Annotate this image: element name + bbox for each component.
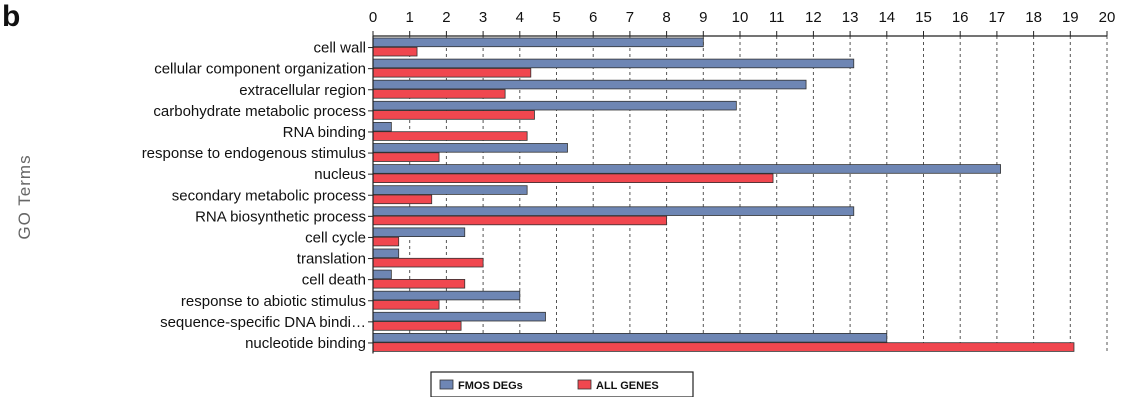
category-label-cell-cycle: cell cycle — [305, 229, 366, 246]
category-label-nucleus: nucleus — [314, 166, 366, 183]
x-tick-label-16: 16 — [952, 9, 969, 26]
category-label-cell-wall: cell wall — [313, 40, 366, 57]
category-label-translation: translation — [297, 251, 366, 268]
bar-all-genes-cell-death — [372, 278, 466, 289]
x-tick-label-7: 7 — [626, 9, 634, 26]
bars-layer — [372, 37, 1075, 352]
bar-fmos-degs-carbohydrate-metabolic-process — [372, 100, 737, 111]
bar-fmos-degs-response-to-abiotic-stimulus — [372, 290, 521, 301]
bar-fmos-degs-cell-wall — [372, 37, 704, 48]
bar-fmos-degs-nucleus — [372, 164, 1001, 174]
category-label-response-to-endogenous-stimulus: response to endogenous stimulus — [142, 145, 366, 162]
category-label-carbohydrate-metabolic-process: carbohydrate metabolic process — [153, 103, 366, 120]
bar-all-genes-carbohydrate-metabolic-process — [372, 110, 535, 120]
category-label-secondary-metabolic-process: secondary metabolic process — [172, 187, 366, 204]
x-tick-label-9: 9 — [699, 9, 707, 26]
y-axis-label: GO Terms — [15, 154, 34, 239]
legend: FMOS DEGs ALL GENES — [430, 371, 694, 398]
x-tick-label-15: 15 — [915, 9, 932, 26]
bar-all-genes-cell-wall — [372, 46, 418, 57]
x-tick-label-1: 1 — [406, 9, 414, 26]
x-tick-label-17: 17 — [989, 9, 1006, 26]
category-label-rna-biosynthetic-process: RNA biosynthetic process — [195, 208, 366, 225]
bar-fmos-degs-nucleotide-binding — [372, 332, 888, 343]
bar-fmos-degs-translation — [372, 248, 400, 259]
bar-all-genes-secondary-metabolic-process — [372, 194, 433, 205]
bar-fmos-degs-response-to-endogenous-stimulus — [372, 143, 568, 153]
bar-all-genes-extracellular-region — [372, 89, 506, 99]
x-tick-label-13: 13 — [842, 9, 859, 26]
bar-fmos-degs-rna-biosynthetic-process — [372, 206, 855, 216]
bar-fmos-degs-cell-death — [372, 269, 392, 280]
bar-fmos-degs-sequence-specific-dna-bindi — [372, 311, 546, 322]
legend-swatch-fmos-degs — [439, 379, 454, 390]
bar-fmos-degs-rna-binding — [372, 122, 392, 132]
labels-layer: cell wall cellular component organization… — [142, 40, 366, 352]
panel-label: b — [2, 0, 20, 33]
bar-all-genes-sequence-specific-dna-bindi — [372, 321, 462, 331]
legend-swatch-all-genes — [577, 379, 592, 390]
bar-all-genes-response-to-endogenous-stimulus — [372, 152, 440, 162]
bar-all-genes-cell-cycle — [372, 236, 400, 247]
bar-all-genes-cellular-component-organization — [372, 68, 532, 78]
x-tick-label-3: 3 — [479, 9, 487, 26]
category-label-nucleotide-binding: nucleotide binding — [245, 335, 366, 352]
bar-all-genes-nucleotide-binding — [372, 342, 1075, 352]
bar-all-genes-rna-biosynthetic-process — [372, 215, 668, 226]
x-tick-label-4: 4 — [516, 9, 524, 26]
category-label-cellular-component-organization: cellular component organization — [154, 61, 366, 78]
category-label-cell-death: cell death — [302, 272, 366, 289]
x-tick-label-20: 20 — [1099, 9, 1116, 26]
bar-all-genes-rna-binding — [372, 131, 528, 141]
bar-all-genes-translation — [372, 257, 484, 268]
bar-fmos-degs-cell-cycle — [372, 227, 466, 237]
x-tick-label-14: 14 — [878, 9, 895, 26]
x-tick-label-19: 19 — [1062, 9, 1079, 26]
category-label-extracellular-region: extracellular region — [239, 82, 366, 99]
x-tick-label-5: 5 — [552, 9, 560, 26]
legend-label-fmos-degs: FMOS DEGs — [458, 380, 523, 392]
bar-fmos-degs-cellular-component-organization — [372, 58, 855, 69]
category-label-response-to-abiotic-stimulus: response to abiotic stimulus — [181, 293, 366, 310]
axes-layer: 0 1 2 3 4 5 6 7 8 9 10 11 12 13 14 15 16 17 18 19 20 — [368, 9, 1115, 354]
legend-label-all-genes: ALL GENES — [596, 380, 659, 392]
x-tick-label-10: 10 — [732, 9, 749, 26]
legend-box — [430, 371, 694, 398]
x-tick-label-18: 18 — [1025, 9, 1042, 26]
bar-all-genes-nucleus — [372, 173, 774, 183]
bar-all-genes-response-to-abiotic-stimulus — [372, 300, 440, 310]
bar-fmos-degs-extracellular-region — [372, 79, 807, 90]
x-tick-label-11: 11 — [769, 9, 785, 26]
x-tick-label-8: 8 — [662, 9, 670, 26]
x-tick-label-12: 12 — [805, 9, 822, 26]
category-label-rna-binding: RNA binding — [283, 124, 366, 141]
x-tick-label-6: 6 — [589, 9, 597, 26]
category-label-sequence-specific-dna-bindi: sequence-specific DNA bindi… — [160, 314, 366, 331]
x-tick-label-0: 0 — [369, 9, 377, 26]
x-tick-label-2: 2 — [442, 9, 450, 26]
bar-fmos-degs-secondary-metabolic-process — [372, 185, 528, 195]
